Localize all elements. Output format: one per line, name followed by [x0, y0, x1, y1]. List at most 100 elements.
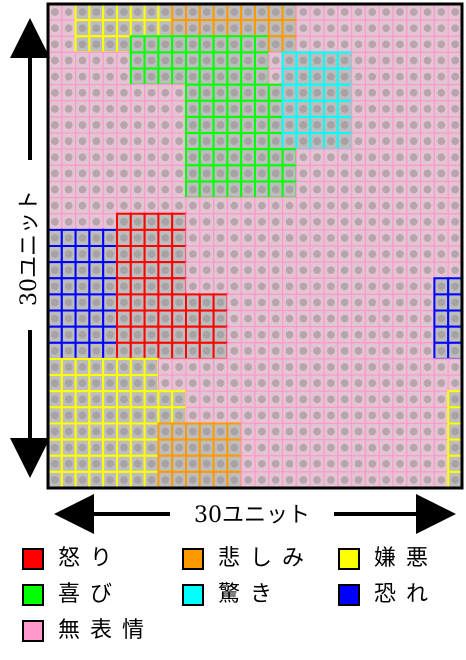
face-thumbnail	[437, 185, 446, 194]
face-thumbnail	[230, 121, 239, 129]
face-thumbnail	[161, 395, 170, 404]
face-thumbnail	[423, 443, 432, 452]
legend-swatch	[338, 548, 360, 570]
face-thumbnail	[244, 411, 252, 420]
face-thumbnail	[64, 476, 73, 484]
face-thumbnail	[216, 347, 225, 355]
face-thumbnail	[92, 201, 101, 210]
face-thumbnail	[285, 266, 294, 275]
face-thumbnail	[327, 363, 335, 371]
face-thumbnail	[202, 282, 211, 291]
face-thumbnail	[396, 234, 404, 242]
face-thumbnail	[354, 347, 363, 355]
face-thumbnail	[299, 411, 308, 420]
face-thumbnail	[271, 56, 280, 65]
face-thumbnail	[299, 427, 308, 436]
face-thumbnail	[313, 234, 321, 242]
face-thumbnail	[51, 56, 59, 65]
face-thumbnail	[106, 443, 114, 452]
face-thumbnail	[161, 201, 170, 210]
face-thumbnail	[313, 105, 321, 113]
face-thumbnail	[382, 459, 390, 468]
face-thumbnail	[244, 459, 252, 468]
face-thumbnail	[327, 395, 335, 404]
face-thumbnail	[437, 250, 446, 258]
face-thumbnail	[133, 105, 142, 113]
face-thumbnail	[354, 105, 363, 113]
face-thumbnail	[230, 185, 239, 194]
face-thumbnail	[340, 395, 349, 404]
face-thumbnail	[313, 347, 321, 355]
face-thumbnail	[230, 56, 239, 65]
face-thumbnail	[106, 476, 114, 484]
face-thumbnail	[189, 137, 197, 145]
face-thumbnail	[106, 88, 114, 97]
face-thumbnail	[354, 56, 363, 65]
face-thumbnail	[354, 314, 363, 323]
face-thumbnail	[271, 347, 280, 355]
face-thumbnail	[147, 217, 156, 226]
face-thumbnail	[354, 234, 363, 242]
face-thumbnail	[451, 266, 459, 275]
face-thumbnail	[368, 298, 377, 307]
face-thumbnail	[354, 459, 363, 468]
face-thumbnail	[382, 411, 390, 420]
face-thumbnail	[368, 363, 377, 371]
face-thumbnail	[258, 427, 266, 436]
face-thumbnail	[396, 363, 404, 371]
face-thumbnail	[327, 105, 335, 113]
face-thumbnail	[258, 250, 266, 258]
face-thumbnail	[147, 72, 156, 81]
face-thumbnail	[409, 298, 418, 307]
face-thumbnail	[175, 201, 183, 210]
face-thumbnail	[175, 121, 183, 129]
face-thumbnail	[451, 395, 459, 404]
face-thumbnail	[285, 137, 294, 145]
face-thumbnail	[120, 217, 128, 226]
face-thumbnail	[120, 363, 128, 371]
face-thumbnail	[120, 443, 128, 452]
face-thumbnail	[133, 379, 142, 387]
face-thumbnail	[51, 201, 59, 210]
face-thumbnail	[313, 72, 321, 81]
face-thumbnail	[313, 137, 321, 145]
face-thumbnail	[451, 56, 459, 65]
face-thumbnail	[189, 476, 197, 484]
face-thumbnail	[354, 88, 363, 97]
face-thumbnail	[120, 395, 128, 404]
face-thumbnail	[423, 105, 432, 113]
face-thumbnail	[382, 395, 390, 404]
face-thumbnail	[327, 298, 335, 307]
face-thumbnail	[64, 234, 73, 242]
face-thumbnail	[120, 298, 128, 307]
face-thumbnail	[120, 185, 128, 194]
face-thumbnail	[230, 169, 239, 178]
face-thumbnail	[120, 347, 128, 355]
face-thumbnail	[64, 443, 73, 452]
face-thumbnail	[106, 201, 114, 210]
face-thumbnail	[340, 330, 349, 339]
face-thumbnail	[64, 282, 73, 291]
face-thumbnail	[78, 314, 87, 323]
face-thumbnail	[133, 169, 142, 178]
face-thumbnail	[216, 459, 225, 468]
face-thumbnail	[299, 443, 308, 452]
legend-item-disgust: 嫌悪	[338, 545, 438, 573]
face-thumbnail	[382, 363, 390, 371]
face-thumbnail	[409, 72, 418, 81]
face-thumbnail	[409, 347, 418, 355]
face-thumbnail	[92, 330, 101, 339]
face-thumbnail	[216, 105, 225, 113]
face-thumbnail	[423, 459, 432, 468]
face-thumbnail	[92, 169, 101, 178]
face-thumbnail	[133, 8, 142, 16]
face-thumbnail	[92, 40, 101, 49]
face-thumbnail	[189, 282, 197, 291]
face-thumbnail	[396, 459, 404, 468]
face-thumbnail	[258, 330, 266, 339]
face-thumbnail	[216, 411, 225, 420]
legend-item-neutral: 無表情	[22, 617, 154, 645]
face-thumbnail	[409, 427, 418, 436]
face-thumbnail	[230, 298, 239, 307]
face-thumbnail	[451, 427, 459, 436]
